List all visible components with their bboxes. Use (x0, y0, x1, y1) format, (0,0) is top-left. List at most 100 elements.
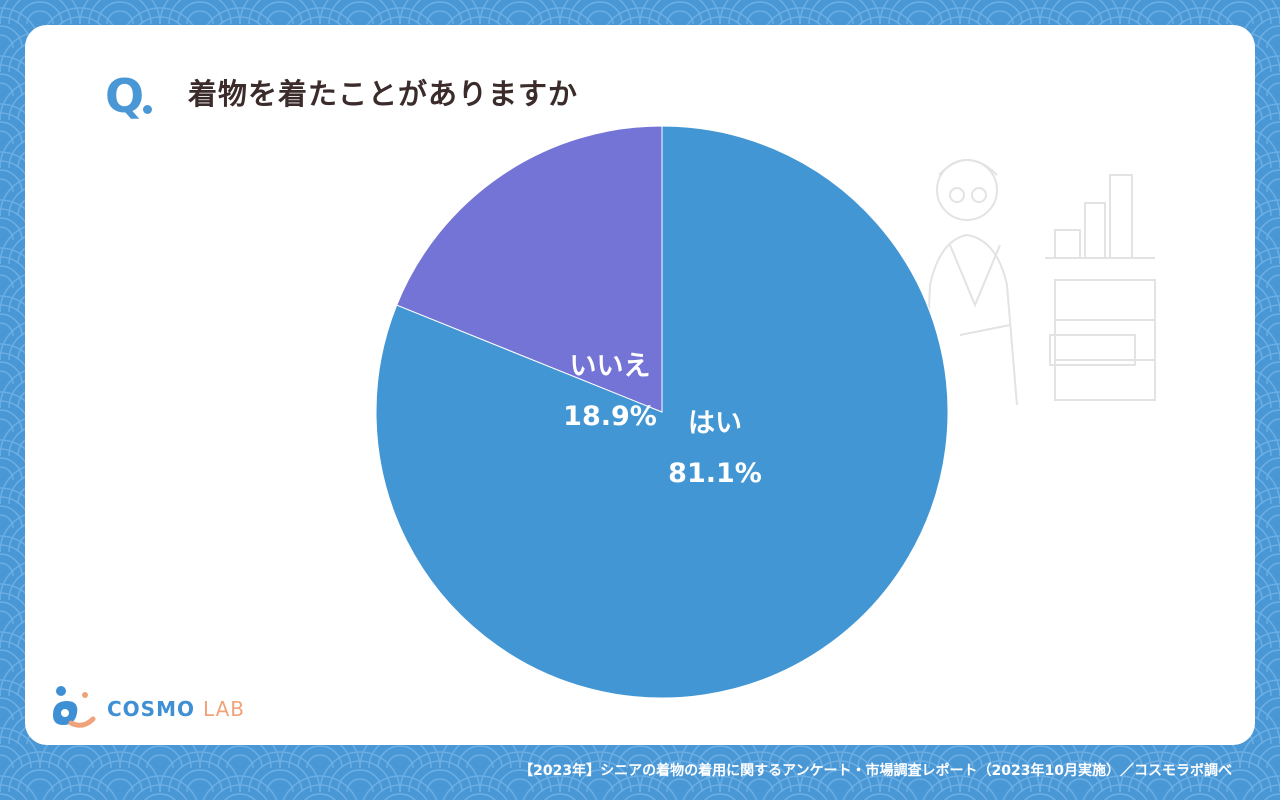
wave-arc (1266, 34, 1280, 49)
wave-arc (1039, 0, 1121, 25)
wave-arc (1257, 121, 1280, 145)
wave-arc (159, 0, 241, 25)
wave-arc (377, 745, 423, 769)
wave-arc (479, 751, 561, 793)
wave-arc (42, 775, 118, 800)
wave-arc (383, 793, 417, 800)
wave-arc (1257, 601, 1280, 625)
wave-arc (568, 760, 632, 793)
wave-arc (1266, 274, 1280, 289)
wave-arc (1257, 553, 1280, 577)
logo-wordmark: COSMO LAB (107, 697, 245, 721)
wave-arc (543, 793, 577, 800)
wave-arc (1048, 760, 1112, 793)
wave-arc (8, 0, 72, 25)
wave-arc (0, 793, 17, 800)
wave-arc (719, 751, 801, 793)
wave-arc (292, 784, 348, 800)
wave-arc (0, 745, 23, 769)
wave-arc (977, 1, 1023, 25)
wave-arc (762, 775, 838, 800)
wave-arc (1199, 0, 1280, 25)
wave-arc (132, 784, 188, 800)
wave-arc (0, 706, 14, 721)
wave-arc (1257, 169, 1280, 193)
wave-arc (337, 1, 383, 25)
wave-arc (122, 775, 198, 800)
wave-arc (97, 1, 143, 25)
wave-arc (0, 370, 14, 385)
wave-arc (0, 727, 41, 769)
wave-arc (0, 25, 23, 49)
wave-arc (223, 793, 257, 800)
wave-arc (888, 0, 952, 25)
wave-arc (1257, 457, 1280, 481)
wave-arc (1257, 25, 1280, 49)
wave-arc (772, 784, 828, 800)
wave-arc (0, 217, 23, 241)
wave-arc (1257, 505, 1280, 529)
wave-arc (143, 793, 177, 800)
question-title: 着物を着たことがありますか (188, 77, 579, 111)
wave-arc (0, 73, 23, 97)
logo-lab-text: LAB (203, 697, 246, 721)
wave-arc (0, 505, 23, 529)
wave-arc (532, 784, 588, 800)
wave-arc (1128, 760, 1192, 793)
wave-arc (1002, 775, 1078, 800)
wave-arc (1266, 418, 1280, 433)
wave-arc (697, 745, 743, 769)
wave-arc (1266, 82, 1280, 97)
wave-arc (1266, 610, 1280, 625)
wave-arc (488, 0, 552, 25)
wave-arc (57, 745, 103, 769)
wave-arc (808, 0, 872, 25)
wave-arc (783, 793, 817, 800)
logo-cosmo-text: COSMO (107, 697, 195, 721)
wave-arc (799, 0, 881, 25)
wave-arc (719, 0, 801, 25)
wave-arc (63, 793, 97, 800)
wave-arc (248, 760, 312, 793)
wave-arc (648, 760, 712, 793)
wave-arc (0, 751, 81, 793)
slice-value-no: 18.9% (563, 401, 657, 432)
wave-arc (457, 745, 503, 769)
wave-arc (328, 0, 392, 25)
wave-arc (408, 0, 472, 25)
wave-arc (1177, 745, 1223, 769)
slice-label-no: いいえ (570, 351, 651, 382)
wave-arc (799, 751, 881, 793)
question-mark-dot (143, 105, 152, 114)
wave-arc (1039, 751, 1121, 793)
wave-arc (1199, 751, 1280, 793)
wave-arc (88, 760, 152, 793)
wave-arc (0, 0, 81, 25)
wave-arc (1137, 1, 1183, 25)
wave-arc (879, 0, 961, 25)
wave-arc (257, 769, 303, 793)
wave-arc (488, 760, 552, 793)
wave-arc (959, 751, 1041, 793)
wave-arc (399, 0, 481, 25)
wave-arc (257, 1, 303, 25)
wave-arc (577, 769, 623, 793)
source-footer: 【2023年】シニアの着物の着用に関するアンケート・市場調査レポート（2023年… (519, 763, 1232, 779)
wave-arc (1103, 793, 1137, 800)
wave-arc (1266, 562, 1280, 577)
wave-arc (1119, 0, 1201, 25)
slice-label-yes: はい (688, 408, 742, 439)
wave-arc (568, 0, 632, 25)
pie-chart: はい 81.1% いいえ 18.9% (375, 125, 949, 699)
wave-arc (88, 0, 152, 25)
wave-arc (442, 775, 518, 800)
wave-arc (0, 274, 14, 289)
wave-arc (0, 226, 14, 241)
wave-arc (337, 769, 383, 793)
wave-arc (728, 0, 792, 25)
wave-arc (282, 775, 358, 800)
wave-arc (559, 751, 641, 793)
wave-arc (202, 775, 278, 800)
wave-arc (1092, 784, 1148, 800)
wave-arc (479, 0, 561, 25)
